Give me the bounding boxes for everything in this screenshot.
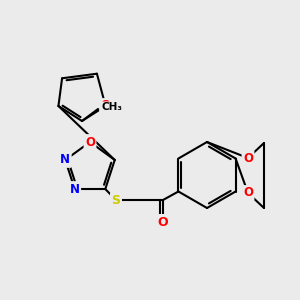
Text: N: N bbox=[70, 182, 80, 196]
Text: O: O bbox=[158, 215, 168, 229]
Text: O: O bbox=[100, 100, 111, 112]
Text: O: O bbox=[85, 136, 95, 148]
Text: O: O bbox=[243, 152, 253, 164]
Text: O: O bbox=[243, 187, 253, 200]
Text: S: S bbox=[112, 194, 121, 206]
Text: N: N bbox=[60, 154, 70, 166]
Text: CH₃: CH₃ bbox=[101, 102, 122, 112]
